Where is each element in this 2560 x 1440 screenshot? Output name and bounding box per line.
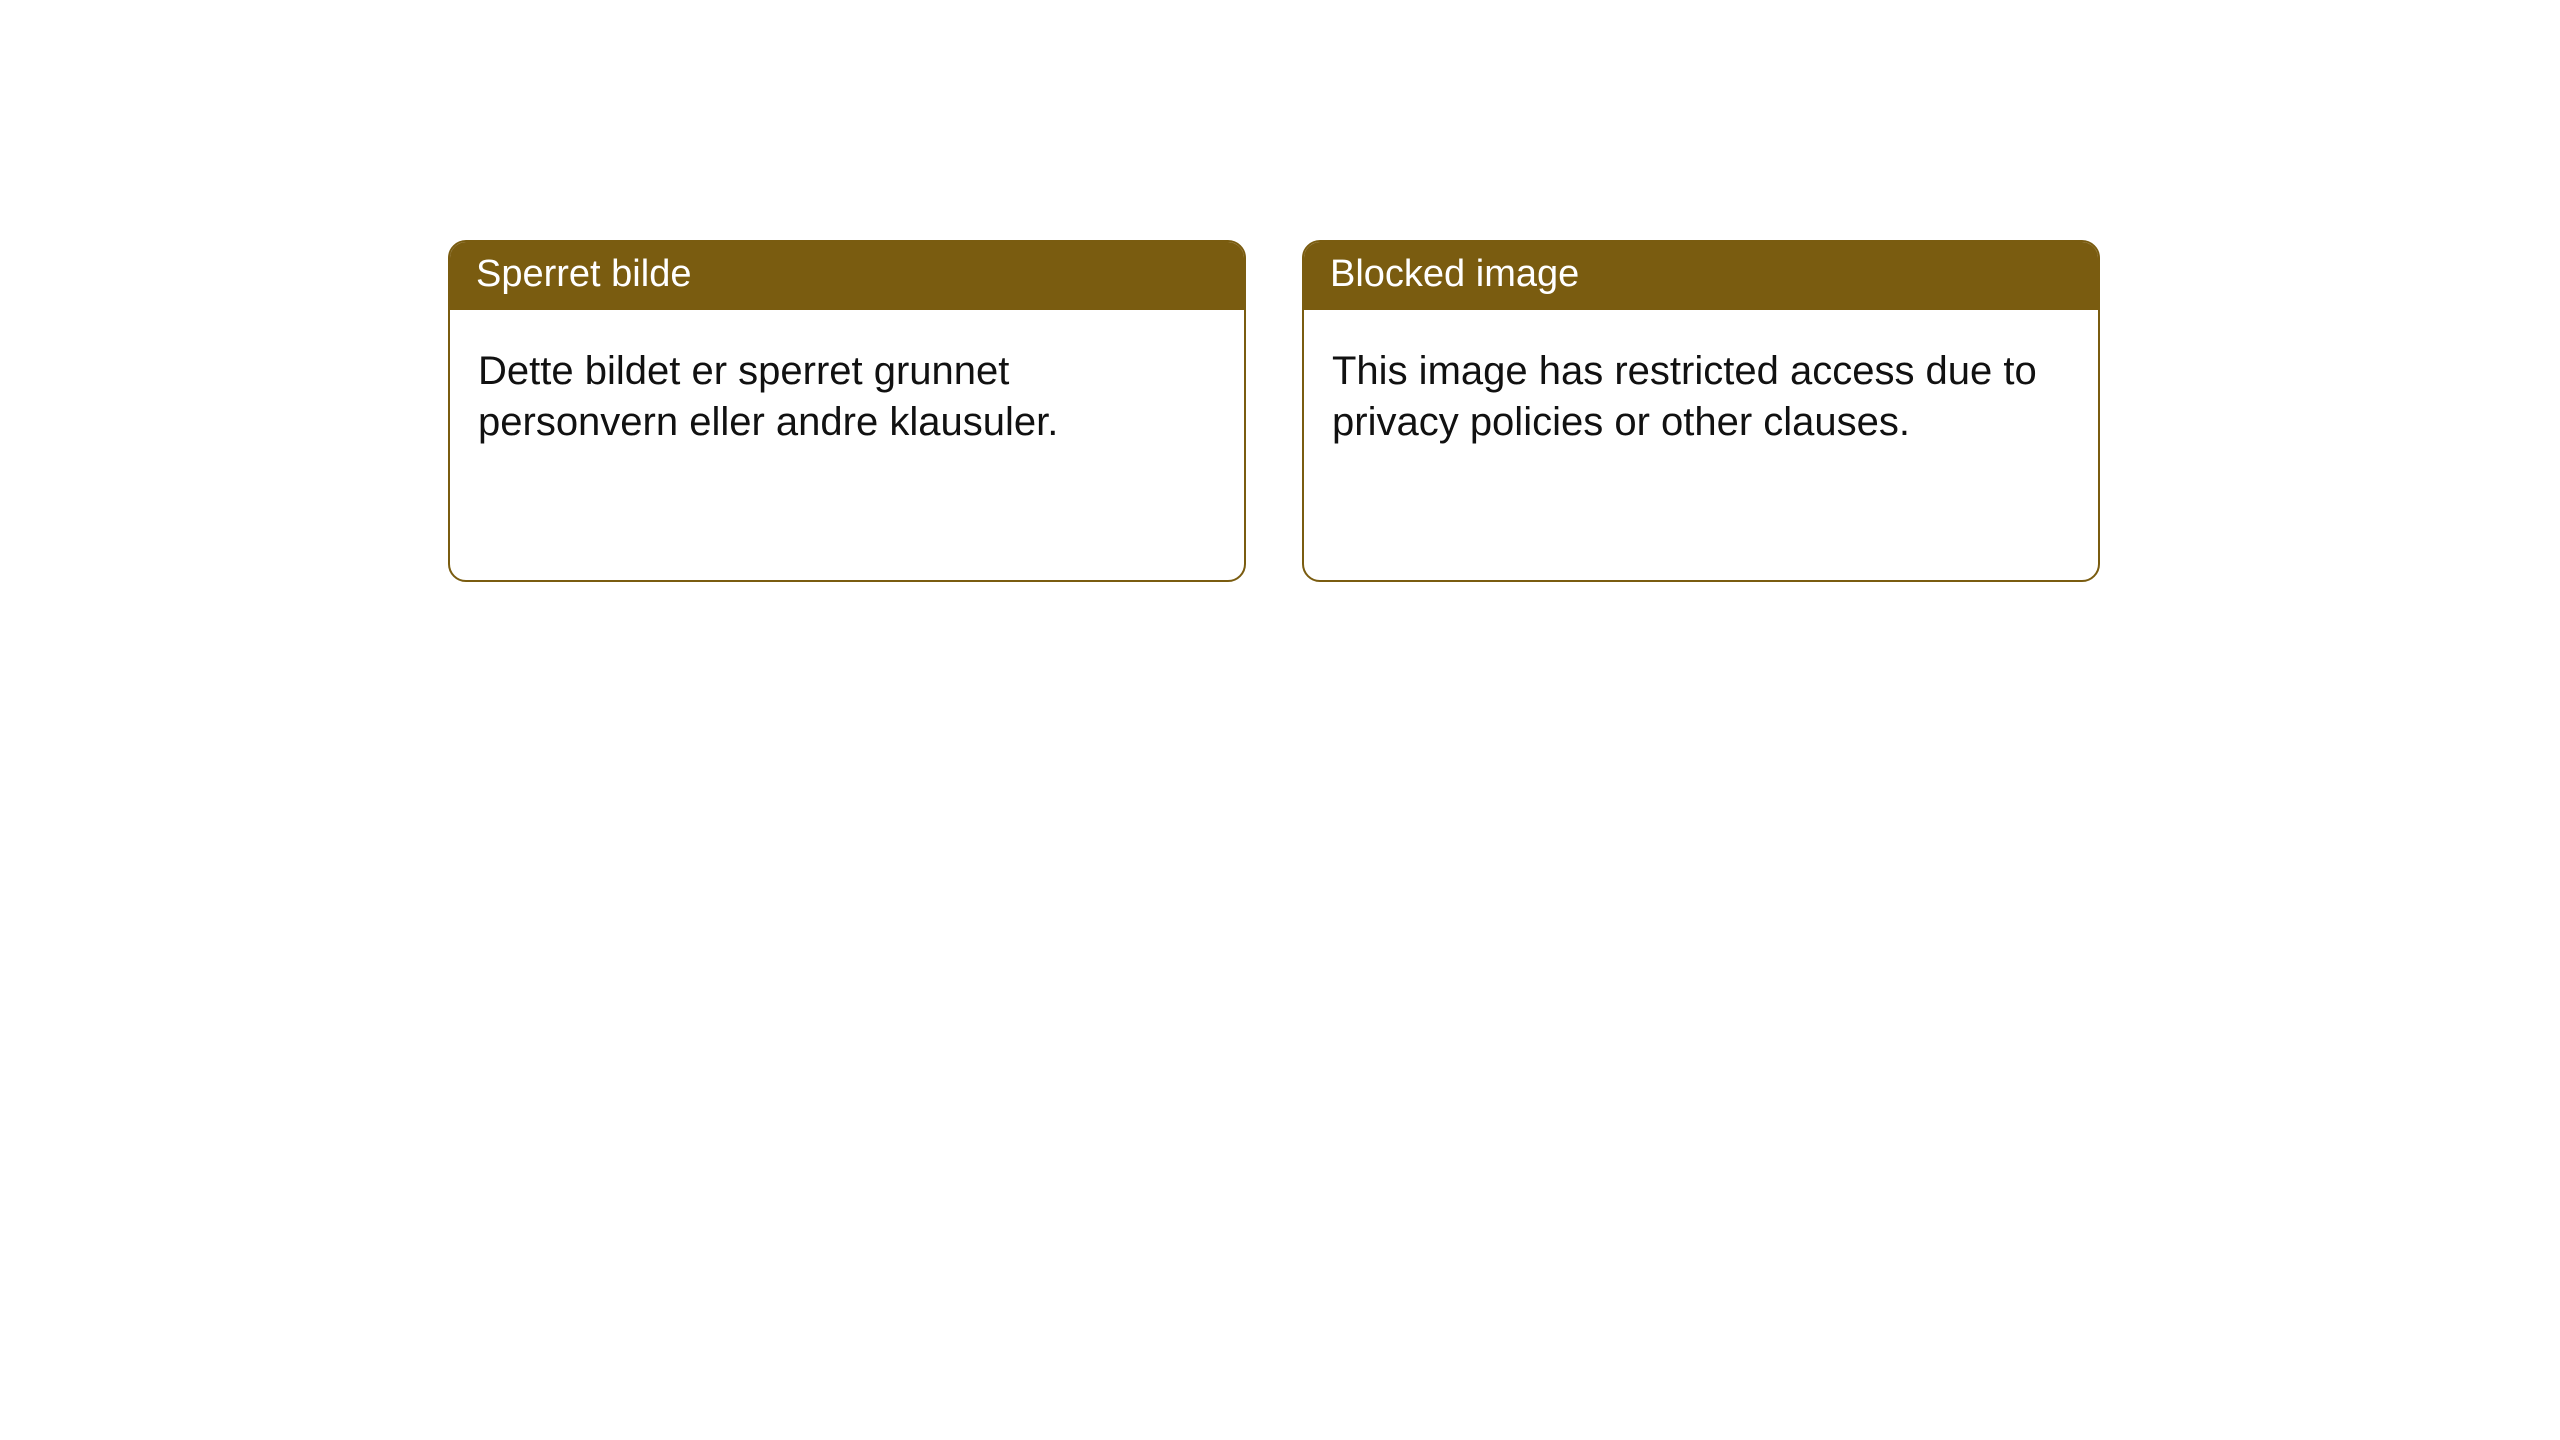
card-body: Dette bildet er sperret grunnet personve… [450, 310, 1244, 580]
notice-container: Sperret bilde Dette bildet er sperret gr… [0, 0, 2560, 582]
card-header: Sperret bilde [450, 242, 1244, 310]
card-header: Blocked image [1304, 242, 2098, 310]
card-body-text: Dette bildet er sperret grunnet personve… [478, 346, 1216, 448]
card-body: This image has restricted access due to … [1304, 310, 2098, 580]
notice-card-english: Blocked image This image has restricted … [1302, 240, 2100, 582]
notice-card-norwegian: Sperret bilde Dette bildet er sperret gr… [448, 240, 1246, 582]
card-body-text: This image has restricted access due to … [1332, 346, 2070, 448]
